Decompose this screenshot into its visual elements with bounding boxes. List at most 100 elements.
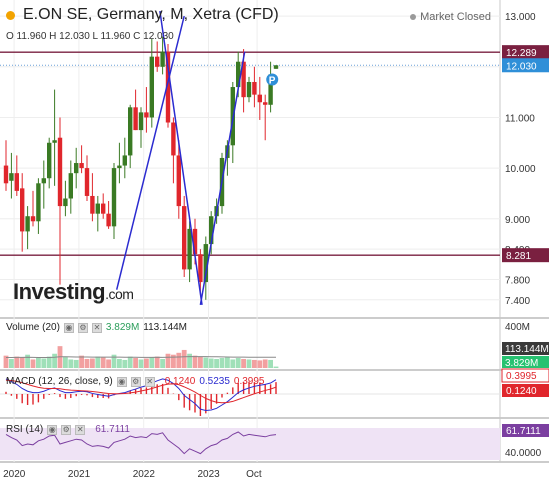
volume-bar xyxy=(9,358,14,368)
volume-bar xyxy=(171,354,176,368)
volume-label-box-green xyxy=(502,356,549,368)
price-label-text: 12.289 xyxy=(506,48,537,59)
volume-bar xyxy=(127,356,133,368)
volume-bar xyxy=(144,358,149,368)
y-tick-label: 13.000 xyxy=(505,12,536,23)
price-axis: 13.00012.00011.00010.0009.0008.4007.8007… xyxy=(266,12,549,307)
eye-icon[interactable]: ◉ xyxy=(47,424,58,435)
volume-bar xyxy=(181,349,187,368)
rsi-label-text: 61.7111 xyxy=(506,426,541,437)
candle-body xyxy=(155,56,160,67)
trend-line[interactable] xyxy=(115,15,185,290)
volume-label-text-green: 3.829M xyxy=(505,358,538,369)
candle-body xyxy=(122,155,127,166)
volume-bar xyxy=(46,356,52,368)
volume-bar xyxy=(225,357,230,368)
candle-body xyxy=(268,74,273,105)
volume-bar xyxy=(30,359,36,368)
volume-bar xyxy=(176,352,182,368)
eye-icon[interactable]: ◉ xyxy=(116,376,127,387)
volume-bar xyxy=(138,359,144,368)
candle-body xyxy=(30,216,36,222)
candle-body xyxy=(133,107,138,131)
macd-pane: 0.3995 0.1240 xyxy=(0,368,549,416)
volume-bar xyxy=(208,358,214,368)
volume-bar xyxy=(268,359,273,368)
rsi-line xyxy=(5,431,277,455)
rsi-value: 61.7111 xyxy=(95,424,130,435)
x-tick-label: 2023 xyxy=(198,469,221,480)
volume-bar xyxy=(79,355,84,368)
candle-body xyxy=(95,203,100,214)
volume-value-1: 3.829M xyxy=(105,322,140,333)
candle-body xyxy=(84,168,90,196)
investing-logo: Investing.com xyxy=(13,279,134,305)
candle-body xyxy=(79,163,84,169)
close-icon[interactable]: ✕ xyxy=(91,322,102,333)
logo-suffix: .com xyxy=(105,286,134,302)
candle-body xyxy=(63,198,68,207)
volume-ma-line xyxy=(6,356,276,359)
close-icon[interactable]: ✕ xyxy=(75,424,86,435)
candle-body xyxy=(101,203,106,214)
candle-body xyxy=(209,216,214,245)
settings-icon[interactable]: ⚙ xyxy=(61,424,72,435)
candle-body xyxy=(20,188,25,232)
candle-body xyxy=(187,228,192,270)
close-icon[interactable]: ✕ xyxy=(144,376,155,387)
volume-bar xyxy=(230,359,236,368)
volume-bar xyxy=(257,360,263,368)
volume-bar xyxy=(84,358,90,368)
volume-bar xyxy=(73,359,79,368)
p-marker-letter: P xyxy=(269,75,276,86)
trend-line[interactable] xyxy=(159,10,203,305)
volume-bar xyxy=(106,359,111,368)
candle-body xyxy=(25,216,30,232)
trend-line[interactable] xyxy=(199,51,246,305)
chart-title: E.ON SE, Germany, M, Xetra (CFD) xyxy=(23,6,279,23)
candle-body xyxy=(41,178,46,184)
candle-body xyxy=(144,112,149,118)
volume-bar xyxy=(14,356,20,368)
volume-bar xyxy=(19,357,25,368)
trend-lines[interactable] xyxy=(115,10,246,305)
candle-body xyxy=(3,165,9,184)
volume-bar xyxy=(63,357,68,368)
candle-body xyxy=(246,81,252,98)
rsi-label-box xyxy=(502,424,549,437)
volume-bar xyxy=(203,357,209,368)
candle-body xyxy=(257,94,262,103)
volume-bar xyxy=(154,356,160,368)
macd-label-text: 0.3995 xyxy=(506,371,537,382)
settings-icon[interactable]: ⚙ xyxy=(77,322,88,333)
x-tick-label: 2021 xyxy=(68,469,91,480)
eye-icon[interactable]: ◉ xyxy=(63,322,74,333)
candle-body xyxy=(47,142,52,179)
volume-bar xyxy=(246,359,252,368)
p-marker-icon xyxy=(266,73,279,86)
x-tick-label: 2020 xyxy=(3,469,26,480)
candle-body xyxy=(117,165,122,169)
candle-body xyxy=(176,155,181,207)
macd-value-3: 0.3995 xyxy=(233,376,265,387)
candle-body xyxy=(149,56,154,118)
volume-bar xyxy=(117,358,122,368)
settings-icon[interactable]: ⚙ xyxy=(130,376,141,387)
candle-body xyxy=(52,140,57,143)
candle-body xyxy=(138,112,144,131)
candle-body xyxy=(90,195,95,214)
volume-bar xyxy=(36,358,41,368)
ohlc-readout: O 11.960 H 12.030 L 11.960 C 12.030 xyxy=(6,31,174,42)
macd-legend: MACD (12, 26, close, 9) ◉ ⚙ ✕ 0.1240 0.5… xyxy=(6,376,265,387)
candlestick-series xyxy=(3,36,279,300)
volume-bar xyxy=(252,359,257,368)
candle-body xyxy=(106,213,111,227)
x-tick-label: 2022 xyxy=(133,469,156,480)
macd-title: MACD (12, 26, close, 9) xyxy=(6,376,113,387)
logo-main: Investing xyxy=(13,279,106,304)
volume-tick-label: 400M xyxy=(505,322,530,333)
market-status-text: Market Closed xyxy=(420,11,491,23)
instrument-flag-icon xyxy=(6,10,15,20)
volume-bar xyxy=(187,353,192,368)
